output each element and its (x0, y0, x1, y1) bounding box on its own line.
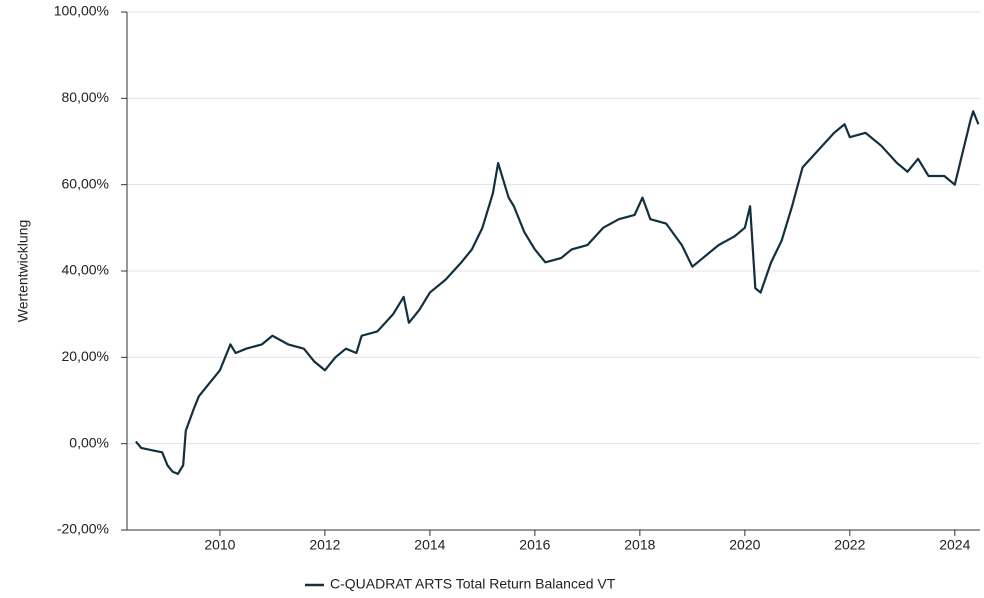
y-tick-label: 40,00% (62, 262, 109, 278)
x-tick-label: 2022 (834, 537, 865, 553)
legend-label: C-QUADRAT ARTS Total Return Balanced VT (330, 576, 616, 592)
y-tick-label: -20,00% (57, 521, 109, 537)
x-tick-label: 2020 (729, 537, 760, 553)
line-series (135, 110, 980, 475)
x-tick-label: 2016 (519, 537, 550, 553)
y-tick-label: 60,00% (62, 175, 109, 191)
x-tick-label: 2018 (624, 537, 655, 553)
y-tick-label: 20,00% (62, 348, 109, 364)
x-tick-label: 2024 (939, 537, 970, 553)
y-axis-label: Wertentwicklung (15, 220, 31, 322)
y-tick-label: 80,00% (62, 89, 109, 105)
y-tick-label: 100,00% (54, 3, 109, 19)
x-tick-label: 2010 (204, 537, 235, 553)
x-tick-label: 2014 (414, 537, 445, 553)
y-tick-label: 0,00% (69, 434, 109, 450)
x-tick-label: 2012 (309, 537, 340, 553)
